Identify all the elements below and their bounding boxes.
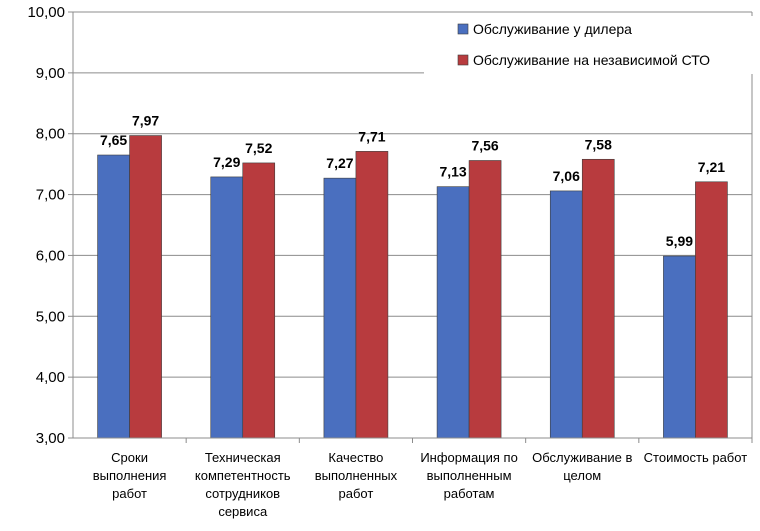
- legend-swatch-independent: [457, 54, 469, 66]
- bar-independent: [468, 160, 502, 439]
- y-tick-label: 7,00: [36, 187, 65, 204]
- data-label: 7,29: [213, 154, 240, 170]
- y-tick-label: 6,00: [36, 247, 65, 264]
- x-tick-label: целом: [563, 468, 601, 483]
- bar-dealer: [549, 190, 583, 439]
- bars: [97, 135, 728, 439]
- y-tick-label: 8,00: [36, 126, 65, 143]
- data-label: 7,21: [698, 159, 725, 175]
- x-tick-label: Стоимость работ: [644, 450, 748, 465]
- data-label: 7,71: [358, 128, 385, 144]
- x-tick-label: сотрудников: [205, 486, 280, 501]
- x-tick-label: Качество: [328, 450, 383, 465]
- bar-independent: [242, 162, 276, 439]
- data-label: 7,56: [471, 137, 498, 153]
- bar-independent: [355, 151, 389, 439]
- data-label: 7,13: [439, 164, 466, 180]
- x-tick-label: компетентность: [195, 468, 291, 483]
- data-labels: 7,65 7,97 7,29 7,52 7,27 7,71 7,13 7,56 7,06 7,58…: [100, 113, 725, 249]
- x-tick-label: работам: [444, 486, 495, 501]
- y-tick-label: 10,00: [27, 4, 65, 21]
- y-tick-label: 9,00: [36, 65, 65, 82]
- x-tick-label: выполненных: [315, 468, 398, 483]
- x-tick-label: выполненным: [427, 468, 512, 483]
- legend-label-independent: Обслуживание на независимой СТО: [473, 52, 710, 68]
- data-label: 7,06: [553, 168, 580, 184]
- x-tick-label: выполнения: [93, 468, 167, 483]
- bar-dealer: [663, 255, 696, 439]
- y-axis: 3,00 4,00 5,00 6,00 7,00 8,00 9,00 10,00: [27, 4, 753, 447]
- x-tick-label: работ: [112, 486, 147, 501]
- x-axis: Сроки выполнения работ Техническая компетент…: [73, 437, 753, 519]
- data-label: 7,97: [132, 113, 159, 129]
- x-tick-label: Сроки: [111, 450, 148, 465]
- bar-dealer: [210, 176, 244, 439]
- x-tick-label: Обслуживание в: [532, 450, 632, 465]
- bar-dealer: [97, 154, 130, 439]
- data-label: 7,65: [100, 132, 127, 148]
- grid-lines: [73, 11, 752, 439]
- legend-swatch-dealer: [457, 23, 469, 35]
- data-label: 7,27: [326, 155, 353, 171]
- y-tick-label: 4,00: [36, 369, 65, 386]
- y-tick-label: 3,00: [36, 430, 65, 447]
- legend: Обслуживание у дилера Обслуживание на не…: [424, 16, 756, 74]
- bar-independent: [695, 181, 728, 439]
- bar-dealer: [323, 177, 357, 439]
- x-tick-label: сервиса: [218, 504, 268, 519]
- legend-box: [424, 16, 756, 74]
- bar-independent: [581, 158, 615, 439]
- bar-dealer: [436, 186, 470, 439]
- data-label: 5,99: [666, 233, 693, 249]
- y-tick-label: 5,00: [36, 308, 65, 325]
- x-tick-label: Информация по: [420, 450, 517, 465]
- x-tick-label: Техническая: [205, 450, 281, 465]
- bar-independent: [129, 135, 162, 439]
- x-tick-label: работ: [339, 486, 374, 501]
- data-label: 7,52: [245, 140, 272, 156]
- legend-label-dealer: Обслуживание у дилера: [473, 21, 632, 37]
- data-label: 7,58: [585, 136, 612, 152]
